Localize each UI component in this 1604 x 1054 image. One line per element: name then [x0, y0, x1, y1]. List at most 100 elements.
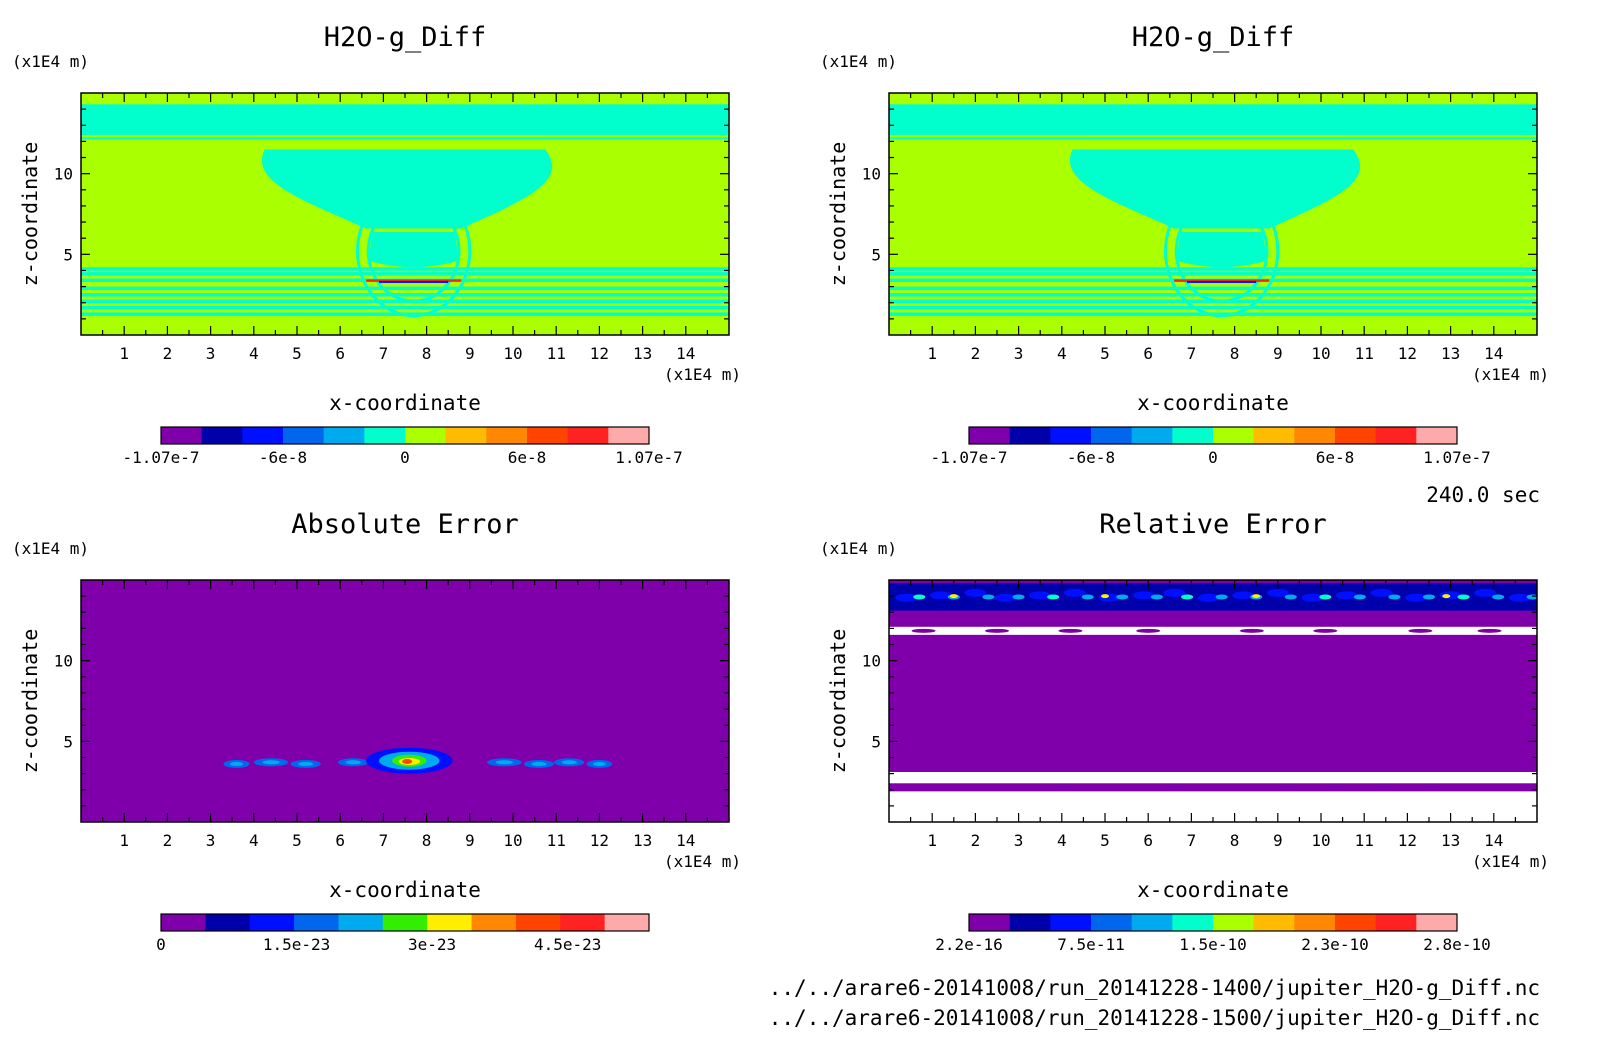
lower-stripe: [889, 293, 1537, 297]
colorbar-swatch: [560, 914, 606, 931]
purple-patch: [1043, 784, 1072, 791]
colorbar-swatch: [527, 427, 569, 444]
x-axis-label: x-coordinate: [329, 878, 481, 902]
colorbar-swatch: [1091, 914, 1133, 931]
x-tick-label: 5: [1100, 344, 1110, 363]
colorbar-swatch: [283, 427, 325, 444]
top-error-peak: [1101, 594, 1109, 599]
x-axis-label: x-coordinate: [1137, 878, 1289, 902]
top-error-cell-core: [1150, 594, 1163, 600]
colorbar-swatch: [1009, 427, 1051, 444]
x-tick-label: 4: [249, 831, 259, 850]
top-error-peak: [949, 594, 958, 599]
colorbar-label: -1.07e-7: [930, 448, 1007, 467]
heatmap-field: [889, 580, 1537, 822]
x-tick-label: 6: [335, 344, 345, 363]
top-error-cell-core: [1215, 594, 1228, 600]
top-error-cell: [1163, 588, 1186, 597]
colorbar-swatch: [382, 914, 428, 931]
purple-patch: [1376, 784, 1405, 791]
colorbar-swatch: [242, 427, 284, 444]
x-axis-label: x-coordinate: [329, 391, 481, 415]
colorbar-swatch: [486, 427, 528, 444]
x-tick-label: 11: [547, 344, 566, 363]
y-tick-label: 10: [54, 165, 73, 184]
colorbar-swatch: [1213, 914, 1255, 931]
colorbar-label: 1.07e-7: [1423, 448, 1490, 467]
top-error-cell: [1232, 591, 1255, 600]
error-blob-core: [262, 760, 280, 765]
x-tick-label: 12: [1398, 344, 1417, 363]
x-tick-label: 14: [676, 831, 695, 850]
colorbar-swatch: [1009, 914, 1051, 931]
colorbar-swatch: [471, 914, 517, 931]
panel-2: H2O-g_Diff (x1E4 m) (x1E4 m) x-coordinate z-…: [820, 22, 1549, 467]
colorbar-label: 2.3e-10: [1301, 935, 1368, 954]
panel-title: Absolute Error: [291, 509, 519, 540]
white-upper-band: [889, 626, 1537, 635]
x-tick-label: 4: [249, 344, 259, 363]
top-error-cell-core: [1353, 594, 1366, 600]
colorbar-label: 0: [1208, 448, 1218, 467]
error-blob-core: [298, 761, 314, 766]
error-blob-core: [230, 761, 244, 766]
colorbar-swatch: [294, 914, 339, 931]
figure-layer: H2O-g_Diff (x1E4 m) (x1E4 m) x-coordinate z-…: [12, 22, 1549, 1030]
x-tick-label: 10: [503, 344, 522, 363]
x-tick-label: 2: [971, 831, 981, 850]
x-tick-label: 3: [206, 831, 216, 850]
x-unit-label: (x1E4 m): [1472, 365, 1549, 384]
colorbar-swatch: [161, 427, 203, 444]
x-tick-label: 14: [1484, 344, 1503, 363]
colorbar-label: 6e-8: [1316, 448, 1355, 467]
lower-stripe: [889, 305, 1537, 310]
upper-band-thin: [889, 137, 1537, 140]
purple-patch: [1136, 628, 1161, 633]
x-tick-label: 7: [379, 344, 389, 363]
colorbar-swatch: [205, 914, 251, 931]
panel-1: H2O-g_Diff (x1E4 m) (x1E4 m) x-coordinate z-…: [12, 22, 741, 467]
colorbar-swatch: [1335, 914, 1377, 931]
purple-patch: [985, 628, 1009, 633]
base-red-line: [366, 279, 462, 282]
lower-stripe: [81, 293, 729, 297]
x-tick-label: 1: [927, 831, 937, 850]
purple-patch: [970, 784, 999, 791]
x-tick-label: 7: [1187, 831, 1197, 850]
core-region: [1176, 231, 1267, 268]
error-blob-core: [531, 761, 547, 766]
y-axis-label: z-coordinate: [18, 142, 42, 287]
lower-stripe: [81, 286, 729, 291]
colorbar-swatch: [608, 427, 650, 444]
colorbar-swatch: [201, 427, 243, 444]
colorbar-label: -1.07e-7: [122, 448, 199, 467]
anvil-region: [1069, 149, 1361, 229]
top-error-cell-core: [1181, 594, 1194, 600]
error-blob-core: [561, 760, 577, 765]
y-axis-label: z-coordinate: [826, 142, 850, 287]
colorbar-swatch: [1213, 427, 1255, 444]
x-tick-label: 12: [1398, 831, 1417, 850]
colorbar-swatch: [427, 914, 473, 931]
y-unit-label: (x1E4 m): [12, 52, 89, 71]
top-error-cell-core: [913, 594, 926, 600]
x-tick-label: 12: [590, 344, 609, 363]
colorbar-label: 3e-23: [408, 935, 456, 954]
top-error-cell: [1474, 588, 1497, 597]
x-tick-label: 6: [335, 831, 345, 850]
colorbar-label: 1.5e-23: [263, 935, 330, 954]
top-error-cell-core: [1116, 594, 1129, 600]
heatmap-field: [81, 580, 729, 822]
purple-patch: [1471, 784, 1500, 791]
colorbar-swatch: [338, 914, 384, 931]
x-tick-label: 11: [1355, 344, 1374, 363]
y-unit-label: (x1E4 m): [12, 539, 89, 558]
top-error-cell-core: [1388, 594, 1401, 600]
panel-title: H2O-g_Diff: [324, 22, 487, 53]
x-tick-label: 1: [119, 344, 129, 363]
x-tick-label: 5: [292, 831, 302, 850]
y-axis-label: z-coordinate: [18, 629, 42, 774]
lower-stripe: [889, 299, 1537, 304]
top-error-cell-core: [1284, 594, 1297, 600]
